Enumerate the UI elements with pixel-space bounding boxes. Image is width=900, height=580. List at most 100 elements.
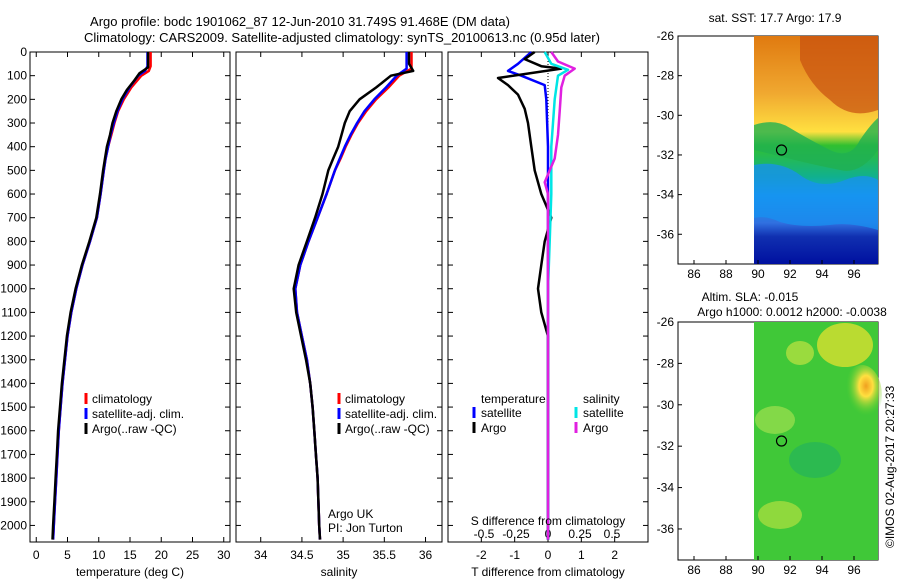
legend-temp-sat-label: satellite: [481, 406, 522, 420]
y-tick-label: 100: [7, 69, 27, 83]
x-tick-label: 10: [92, 548, 106, 562]
y-tick-label: 200: [7, 92, 27, 106]
y-tick-label: 800: [7, 234, 27, 248]
sst-map-title: sat. SST: 17.7 Argo: 17.9: [709, 11, 842, 25]
y-tick-label: 700: [7, 211, 27, 225]
temperature-xlabel: temperature (deg C): [76, 565, 184, 579]
sla-map-title-2: Argo h1000: 0.0012 h2000: -0.0038: [697, 305, 887, 319]
y-tick-label: 1300: [0, 353, 27, 367]
y-tick-label: 300: [7, 116, 27, 130]
legend-clim-label: climatology: [92, 392, 152, 406]
legend-temp-argo-label: Argo: [481, 421, 507, 435]
series-line: [506, 51, 550, 540]
x-tick-label: 30: [217, 548, 231, 562]
map-y-tick-label: -36: [657, 522, 675, 536]
s-tick-label: -0.5: [474, 527, 495, 541]
x-tick-label: -2: [476, 548, 487, 562]
series-line: [51, 52, 150, 540]
footer-credit: ©IMOS 02-Aug-2017 20:27:33: [883, 385, 897, 548]
map-x-tick-label: 94: [815, 267, 829, 281]
map-x-tick-label: 92: [783, 563, 797, 577]
x-tick-label: 0: [33, 548, 40, 562]
sla-warm-patch: [842, 365, 882, 425]
x-tick-label: 0: [545, 548, 552, 562]
salinity-axes: [235, 51, 443, 543]
legend-salinity-title: salinity: [583, 392, 620, 406]
argo-uk-label: Argo UK: [328, 507, 373, 521]
y-tick-label: 1600: [0, 424, 27, 438]
x-tick-label: 5: [64, 548, 71, 562]
y-tick-label: 2000: [0, 518, 27, 532]
difference-plot: -2 -1 0 1 2-0.5 -0.25 0 0.25 0.5: [448, 50, 648, 562]
sla-blob-3: [758, 501, 802, 529]
map-x-tick-label: 88: [719, 267, 733, 281]
x-tick-label: 35: [336, 548, 350, 562]
x-tick-label: -1: [509, 548, 520, 562]
legend-sal-sat-label: satellite: [583, 406, 624, 420]
legend-sat-label: satellite-adj. clim.: [92, 407, 184, 421]
y-tick-label: 1900: [0, 495, 27, 509]
sla-cool-patch: [789, 442, 841, 478]
x-tick-label: 36: [419, 548, 433, 562]
map-y-tick-label: -28: [657, 356, 675, 370]
pi-label: PI: Jon Turton: [328, 521, 403, 535]
map-x-tick-label: 96: [847, 563, 861, 577]
legend-sal-argo-label: Argo: [583, 421, 609, 435]
map-y-tick-label: -34: [657, 188, 675, 202]
y-tick-label: 1700: [0, 447, 27, 461]
legend-sat-label: satellite-adj. clim.: [345, 407, 437, 421]
map-y-tick-label: -28: [657, 69, 675, 83]
sla-yellow-patch: [817, 323, 873, 367]
series-line: [292, 52, 415, 540]
y-tick-label: 500: [7, 163, 27, 177]
y-tick-label: 1000: [0, 282, 27, 296]
map-y-tick-label: -34: [657, 481, 675, 495]
y-tick-label: 0: [20, 45, 27, 59]
sla-blob-1: [786, 341, 814, 365]
salinity-legend: climatology satellite-adj. clim. Argo(..…: [337, 392, 437, 436]
map-x-tick-label: 90: [751, 563, 765, 577]
difference-legend: temperature salinity satellite Argo sate…: [472, 392, 624, 435]
map-y-tick-label: -30: [657, 398, 675, 412]
figure-title-line2: Climatology: CARS2009. Satellite-adjuste…: [84, 30, 600, 45]
sla-map: 86 88 90 92 94 96 -26 -28 -30 -32 -34 -36: [657, 315, 882, 577]
map-y-tick-label: -26: [657, 315, 675, 329]
difference-xlabel: T difference from climatology: [471, 565, 625, 579]
x-tick-label: 1: [578, 548, 585, 562]
sst-cool-patch: [754, 163, 878, 230]
y-tick-label: 400: [7, 140, 27, 154]
temperature-axes: [29, 51, 231, 543]
argo-position-marker: [775, 435, 788, 447]
sst-front: [754, 118, 878, 171]
x-tick-label: 34.5: [290, 548, 314, 562]
figure-title-line1: Argo profile: bodc 1901062_87 12-Jun-201…: [90, 14, 510, 29]
legend-argo-label: Argo(..raw -QC): [345, 422, 430, 436]
y-tick-label: 900: [7, 258, 27, 272]
map-y-tick-label: -36: [657, 227, 675, 241]
map-y-tick-label: -32: [657, 439, 675, 453]
sla-blob-2: [755, 406, 795, 434]
salinity-xlabel: salinity: [321, 565, 358, 579]
y-tick-label: 1500: [0, 400, 27, 414]
s-tick-label: 0.25: [568, 527, 592, 541]
temperature-legend: climatology satellite-adj. clim. Argo(..…: [84, 392, 184, 436]
y-tick-label: 1100: [1, 305, 27, 319]
y-tick-label: 600: [7, 187, 27, 201]
temperature-plot: 0100200300400500600700800900100011001200…: [0, 45, 230, 562]
x-tick-label: 20: [155, 548, 169, 562]
sst-map: 86 88 90 92 94 96 -26 -28 -30 -32 -34 -36: [657, 29, 878, 281]
s-difference-title: S difference from climatology: [471, 514, 626, 528]
legend-clim-label: climatology: [345, 392, 405, 406]
series-line: [543, 51, 576, 540]
x-tick-label: 15: [123, 548, 137, 562]
map-y-tick-label: -26: [657, 29, 675, 43]
map-x-tick-label: 88: [719, 563, 733, 577]
s-tick-label: -0.25: [502, 527, 530, 541]
map-x-tick-label: 94: [815, 563, 829, 577]
y-tick-label: 1400: [0, 376, 27, 390]
x-tick-label: 34: [254, 548, 268, 562]
argo-position-marker: [775, 144, 788, 156]
sst-warm-patch: [800, 36, 878, 114]
